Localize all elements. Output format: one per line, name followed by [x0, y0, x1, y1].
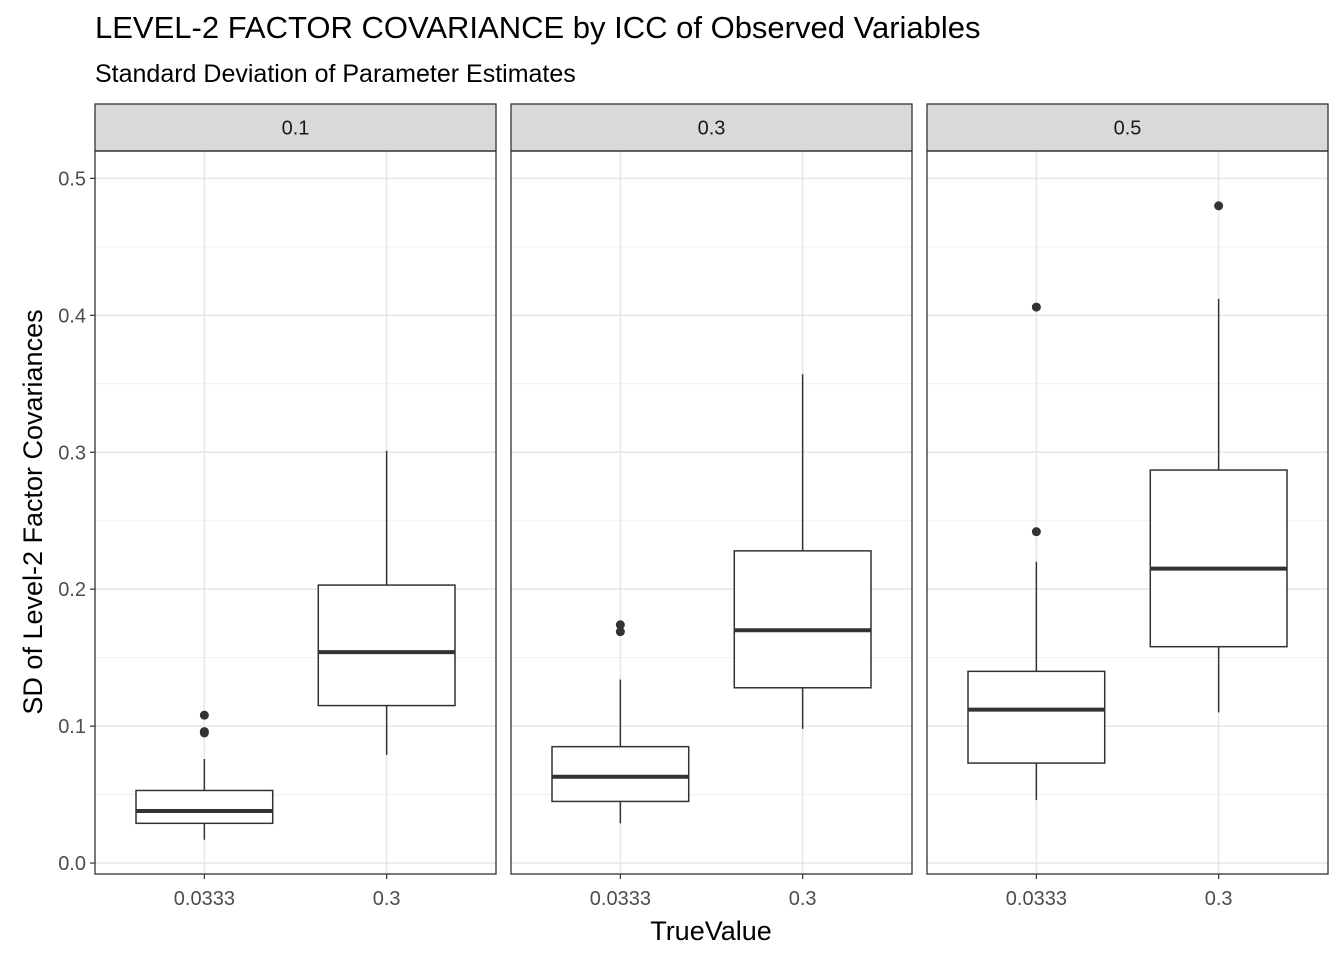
box [967, 302, 1106, 801]
facet-strip-label: 0.3 [698, 118, 726, 140]
box [317, 450, 456, 755]
y-tick-label: 0.3 [58, 442, 86, 464]
box-body [733, 550, 872, 689]
y-axis-label: SD of Level-2 Factor Covariances [18, 309, 48, 714]
facet-panel: 0.1 0.0333 0.3 [94, 103, 497, 910]
facet-panel: 0.5 0.0333 0.3 [926, 103, 1329, 910]
facet-panels: 0.1 0.0333 0.3 0.3 0.0333 0.3 0.5 0.0333 0.3 [94, 103, 1329, 910]
box [135, 710, 274, 840]
box [551, 620, 690, 824]
x-tick-label: 0.3 [1205, 888, 1233, 910]
chart-title: LEVEL-2 FACTOR COVARIANCE by ICC of Obse… [95, 10, 981, 45]
box-body [967, 670, 1106, 764]
box-body [135, 789, 274, 825]
chart-subtitle: Standard Deviation of Parameter Estimate… [95, 60, 576, 88]
outlier-point [199, 710, 209, 720]
outlier-point [1214, 201, 1224, 211]
y-axis: 0.0 0.1 0.2 0.3 0.4 0.5 [58, 168, 95, 875]
facet-strip [926, 103, 1329, 152]
y-tick-label: 0.1 [58, 716, 86, 738]
box-body [1149, 469, 1288, 648]
x-tick-label: 0.3 [789, 888, 817, 910]
outlier-point [199, 727, 209, 737]
box-body [551, 745, 690, 803]
outlier-point [1031, 302, 1041, 312]
facet-panel: 0.3 0.0333 0.3 [510, 103, 913, 910]
facet-strip-label: 0.1 [282, 118, 310, 140]
panel-border [926, 150, 1329, 875]
facet-strip-label: 0.5 [1114, 118, 1142, 140]
x-axis-label: TrueValue [650, 916, 772, 946]
outlier-point [1031, 527, 1041, 537]
x-tick-label: 0.0333 [1006, 888, 1067, 910]
box [1149, 201, 1288, 713]
y-tick-label: 0.2 [58, 579, 86, 601]
x-tick-label: 0.3 [373, 888, 401, 910]
box [733, 374, 872, 729]
facet-strip [94, 103, 497, 152]
y-tick-label: 0.5 [58, 168, 86, 190]
outlier-point [615, 620, 625, 630]
box-body [317, 584, 456, 707]
panel-border [94, 150, 497, 875]
y-tick-label: 0.4 [58, 305, 86, 327]
facet-strip [510, 103, 913, 152]
y-tick-label: 0.0 [58, 853, 86, 875]
outlier-point [615, 627, 625, 637]
panel-background [95, 151, 496, 874]
panel-border [510, 150, 913, 875]
x-tick-label: 0.0333 [174, 888, 235, 910]
x-tick-label: 0.0333 [590, 888, 651, 910]
